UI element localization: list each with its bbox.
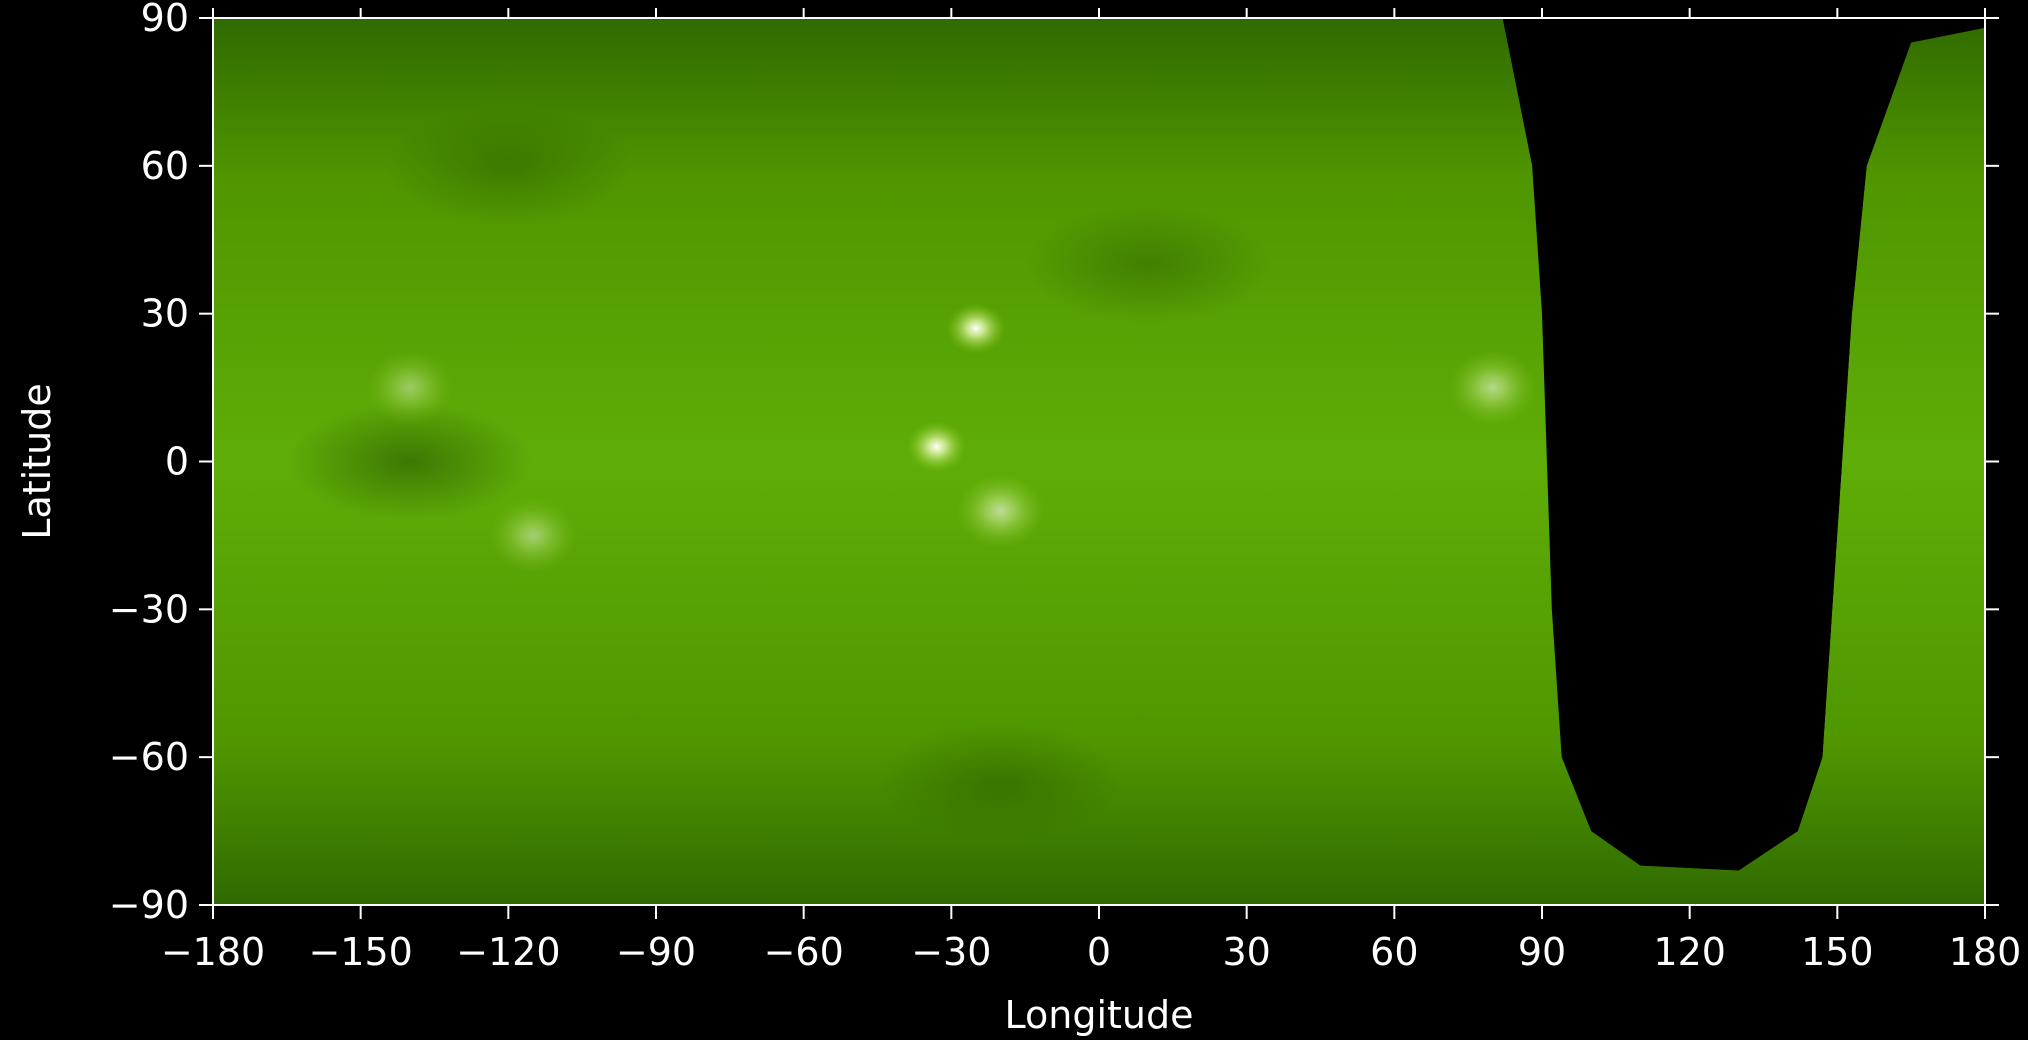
dark-feature: [385, 106, 632, 225]
y-tick-label: −30: [109, 587, 189, 631]
dark-feature: [877, 722, 1124, 841]
y-tick-label: −90: [109, 883, 189, 927]
x-tick-label: −90: [616, 930, 696, 974]
y-tick-label: 60: [141, 144, 189, 188]
x-tick-label: 180: [1949, 930, 2022, 974]
y-tick-label: 0: [165, 440, 189, 484]
axes: −180 −150 −120 −90 −60 −30 0 30 60 90 120 150 180 90…: [15, 0, 2021, 1037]
heatmap-right-strip: [1738, 18, 1985, 905]
bright-feature: [365, 349, 455, 426]
dark-feature: [1025, 205, 1272, 324]
heatmap-plot-area: [213, 18, 1985, 905]
x-tick-label: 60: [1370, 930, 1418, 974]
x-tick-label: −180: [161, 930, 265, 974]
x-tick-label: −60: [764, 930, 844, 974]
x-tick-label: −30: [911, 930, 991, 974]
y-tick-label: 90: [141, 0, 189, 40]
dark-feature: [286, 402, 533, 521]
y-tick-label: −60: [109, 735, 189, 779]
bright-feature: [956, 473, 1045, 549]
x-tick-label: 90: [1518, 930, 1566, 974]
bright-feature: [907, 421, 967, 472]
x-tick-label: −120: [456, 930, 560, 974]
x-tick-label: −150: [308, 930, 412, 974]
heatmap-features: [286, 106, 1538, 841]
x-tick-label: 150: [1801, 930, 1874, 974]
bright-feature: [946, 303, 1006, 354]
x-tick-label: 30: [1222, 930, 1270, 974]
y-axis-ticks: 90 60 30 0 −30 −60 −90: [109, 0, 1999, 927]
no-data-region: [1502, 18, 1985, 871]
x-axis-label: Longitude: [1005, 993, 1194, 1037]
y-tick-label: 30: [141, 292, 189, 336]
x-tick-label: 0: [1087, 930, 1111, 974]
y-axis-label: Latitude: [15, 383, 59, 539]
x-tick-label: 120: [1653, 930, 1726, 974]
bright-feature: [1448, 349, 1538, 426]
x-axis-ticks: −180 −150 −120 −90 −60 −30 0 30 60 90 120 150 180: [161, 8, 2021, 974]
bright-feature: [488, 497, 578, 574]
